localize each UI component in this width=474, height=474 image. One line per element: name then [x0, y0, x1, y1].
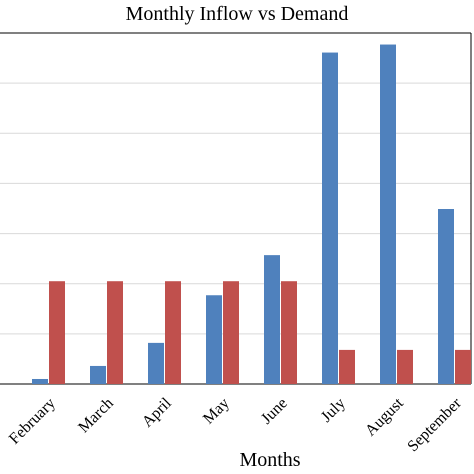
bar — [339, 349, 355, 384]
x-tick-label: August — [362, 394, 407, 439]
bar — [148, 342, 164, 384]
x-tick-label: February — [6, 395, 59, 448]
bar — [438, 209, 454, 384]
bar — [32, 378, 48, 384]
bar — [206, 295, 222, 384]
bar — [322, 52, 338, 384]
bar — [107, 281, 123, 384]
bar — [90, 365, 106, 384]
chart-title: Monthly Inflow vs Demand — [126, 3, 349, 25]
bar — [264, 255, 280, 384]
x-axis-label: Months — [239, 449, 300, 471]
x-tick-label: June — [258, 395, 291, 428]
x-tick-label: September — [404, 394, 465, 455]
x-tick-label: April — [139, 394, 175, 430]
bar — [165, 281, 181, 384]
bar — [49, 281, 65, 384]
bar — [380, 44, 396, 384]
x-tick-label: July — [318, 395, 349, 426]
bar — [223, 281, 239, 384]
x-tick-label: March — [75, 395, 117, 437]
x-tick-label: May — [200, 395, 233, 428]
bar — [281, 281, 297, 384]
bar — [455, 349, 471, 384]
bar — [397, 349, 413, 384]
